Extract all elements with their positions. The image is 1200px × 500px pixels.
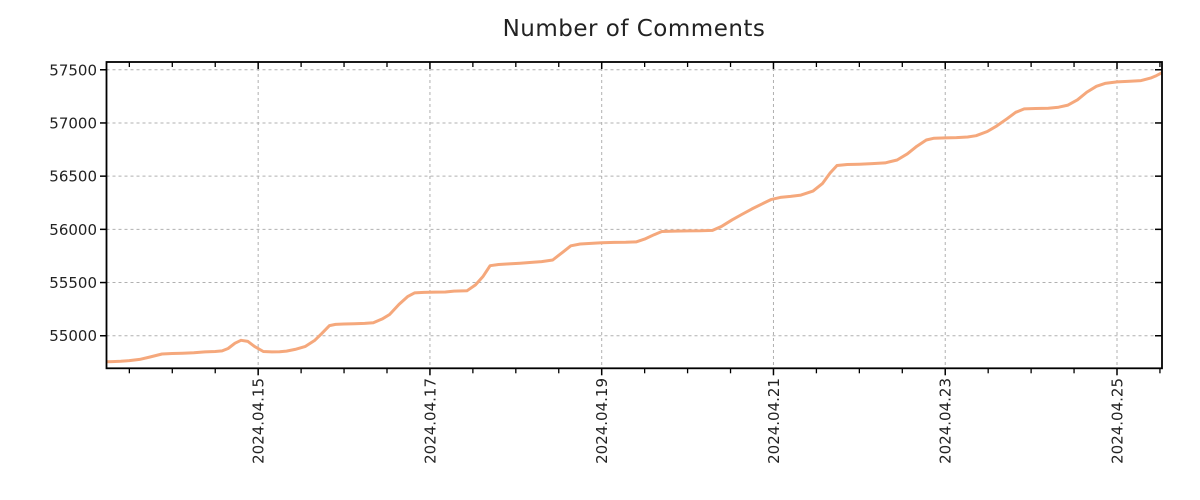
x-tick-label: 2024.04.21 — [765, 378, 783, 464]
y-tick-label: 57000 — [49, 114, 97, 132]
y-tick-label: 56500 — [49, 168, 97, 186]
x-tick-label: 2024.04.23 — [937, 378, 955, 464]
data-line-number-of-comments — [106, 71, 1162, 364]
y-tick-label: 56000 — [49, 221, 97, 239]
y-tick-label: 57500 — [49, 61, 97, 79]
chart-title: Number of Comments — [502, 16, 766, 42]
plot-border — [105, 61, 1163, 370]
x-tick-label: 2024.04.17 — [421, 378, 439, 464]
x-tick-label: 2024.04.15 — [250, 378, 268, 464]
x-tick-label: 2024.04.19 — [593, 378, 611, 464]
y-tick-label: 55000 — [49, 327, 97, 345]
y-tick-label: 55500 — [49, 274, 97, 292]
x-tick-label: 2024.04.25 — [1108, 378, 1126, 464]
